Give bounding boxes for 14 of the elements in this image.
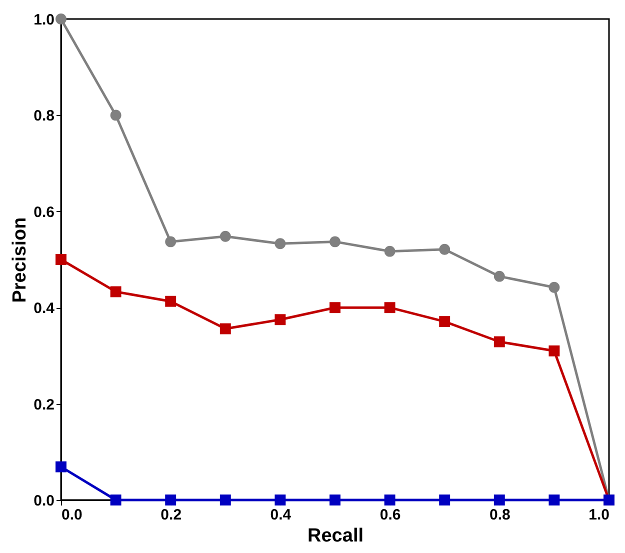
x-tick-label: 0.4 bbox=[270, 506, 292, 524]
y-tick-label: 0.6 bbox=[34, 204, 54, 221]
y-tick-label: 0.0 bbox=[34, 492, 54, 510]
x-tick-label: 0.8 bbox=[489, 506, 510, 524]
x-tick-label: 0.0 bbox=[62, 506, 82, 524]
y-tick-label: 0.8 bbox=[34, 108, 54, 125]
x-tick-label: 0.2 bbox=[160, 506, 182, 524]
y-tick-label: 0.2 bbox=[34, 396, 54, 414]
x-axis-title: Recall bbox=[308, 526, 364, 546]
x-tick-label: 1.0 bbox=[588, 506, 610, 524]
y-tick-label: 0.4 bbox=[34, 300, 56, 318]
x-tick-label: 0.6 bbox=[380, 506, 401, 524]
y-axis-title: Precision bbox=[10, 217, 31, 303]
y-tick-label: 1.0 bbox=[34, 12, 54, 28]
